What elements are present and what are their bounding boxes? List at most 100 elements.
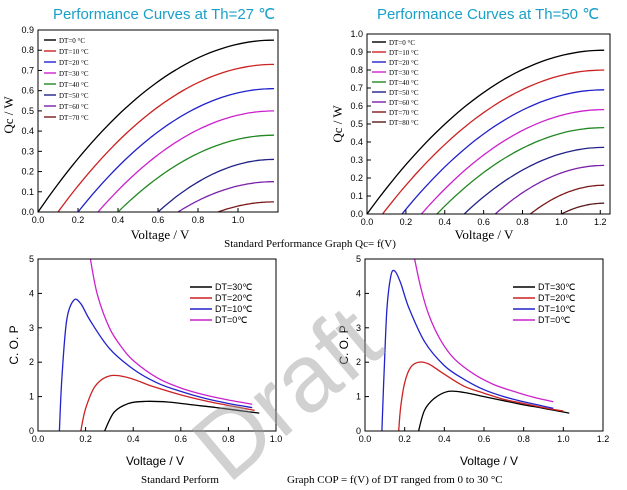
y-tick-label: 4 — [356, 288, 361, 298]
chart-cop-th50: 0.0 0.2 0.4 0.6 0.8 1.0 1.2 0 1 2 3 4 5 DT=30℃DT=20℃… — [337, 254, 609, 468]
chart-title: Performance Curves at Th=27 ℃ — [53, 6, 275, 23]
x-tick-label: 1.2 — [594, 217, 607, 227]
y-tick-label: 0.9 — [350, 47, 363, 57]
x-tick-label: 1.0 — [557, 434, 570, 444]
x-tick-label: 0.2 — [398, 434, 411, 444]
x-tick-label: 1.2 — [597, 434, 610, 444]
legend-label: DT=80 °C — [389, 119, 419, 127]
y-tick-label: 0.2 — [21, 167, 34, 177]
legend-label: DT=20℃ — [215, 293, 252, 303]
y-axis-label: C. O. P — [7, 325, 21, 364]
series-line-7 — [529, 184, 605, 214]
x-tick-label: 0.4 — [439, 217, 452, 227]
x-tick-label: 0.0 — [32, 434, 45, 444]
x-tick-label: 0.0 — [359, 434, 372, 444]
legend-label: DT=70 °C — [389, 109, 419, 117]
y-tick-label: 5 — [356, 254, 361, 264]
x-tick-label: 0.0 — [361, 217, 374, 227]
series-line-4 — [117, 134, 275, 212]
series-line-0 — [367, 49, 605, 214]
series-line-3 — [97, 110, 275, 212]
legend-label: DT=60 °C — [59, 103, 89, 111]
y-tick-label: 0.4 — [350, 137, 363, 147]
series-line-1 — [80, 374, 255, 431]
y-tick-label: 0.5 — [350, 119, 363, 129]
legend-label: DT=10 °C — [59, 48, 89, 56]
x-axis-label: Voltage / V — [460, 454, 518, 468]
plot-frame — [364, 258, 604, 432]
legend-label: DT=10℃ — [538, 304, 575, 314]
y-tick-label: 3 — [356, 323, 361, 333]
series-line-3 — [420, 108, 605, 214]
series-line-1 — [382, 69, 605, 214]
y-tick-label: 5 — [29, 254, 34, 264]
chart-qc-th27: Performance Curves at Th=27 ℃ 0.0 0.2 0.4 0… — [1, 6, 279, 242]
y-tick-label: 0.8 — [21, 45, 34, 55]
legend-label: DT=20 °C — [389, 59, 419, 67]
series-line-3 — [89, 259, 253, 405]
y-axis-label: C. O. P — [337, 325, 351, 364]
caption-bottom-left: Standard Perform — [141, 474, 219, 486]
x-tick-label: 0.6 — [477, 217, 490, 227]
y-tick-label: 0.6 — [350, 101, 363, 111]
y-tick-label: 0 — [356, 426, 361, 436]
legend-label: DT=0 °C — [59, 37, 85, 45]
y-tick-label: 0 — [29, 426, 34, 436]
legend-label: DT=10 °C — [389, 49, 419, 57]
x-tick-label: 0.4 — [112, 215, 125, 225]
legend-label: DT=50 °C — [59, 92, 89, 100]
y-tick-label: 0.2 — [350, 173, 363, 183]
series-line-1 — [57, 63, 275, 212]
x-tick-label: 0.8 — [222, 434, 235, 444]
y-tick-label: 2 — [356, 357, 361, 367]
series-line-8 — [561, 202, 605, 214]
y-axis-label: Qc / W — [1, 96, 16, 134]
y-tick-label: 0.4 — [21, 126, 34, 136]
legend-label: DT=0 °C — [389, 39, 415, 47]
chart-qc-th50: Performance Curves at Th=50 ℃ 0.0 0.2 0.4 0… — [330, 6, 611, 242]
series-line-0 — [104, 400, 260, 431]
y-tick-label: 1 — [29, 392, 34, 402]
y-tick-label: 0.6 — [21, 86, 34, 96]
y-tick-label: 0.0 — [21, 207, 34, 217]
caption-bottom-right: Graph COP = f(V) of DT ranged from 0 to … — [287, 474, 503, 486]
legend-label: DT=30 °C — [389, 69, 419, 77]
legend-label: DT=0℃ — [538, 315, 570, 325]
y-tick-label: 0.3 — [21, 146, 34, 156]
legend-label: DT=20 °C — [59, 59, 89, 67]
x-tick-label: 0.0 — [32, 215, 45, 225]
series-line-6 — [494, 164, 605, 214]
series-line-0 — [38, 39, 275, 212]
y-tick-label: 0.8 — [350, 65, 363, 75]
series-line-7 — [217, 201, 274, 212]
series-line-5 — [463, 146, 605, 214]
y-tick-label: 0.7 — [21, 65, 34, 75]
series-line-6 — [177, 181, 274, 212]
legend-label: DT=0℃ — [215, 315, 247, 325]
x-tick-label: 0.6 — [478, 434, 491, 444]
x-tick-label: 0.8 — [517, 434, 530, 444]
x-tick-label: 0.2 — [72, 215, 85, 225]
x-tick-label: 1.0 — [232, 215, 245, 225]
x-axis-label: Voltage / V — [126, 454, 184, 468]
y-tick-label: 0.9 — [21, 25, 34, 35]
legend-label: DT=40 °C — [59, 81, 89, 89]
chart-title: Performance Curves at Th=50 ℃ — [377, 6, 599, 23]
legend-label: DT=20℃ — [538, 293, 575, 303]
x-tick-label: 0.2 — [400, 217, 413, 227]
x-tick-label: 0.8 — [516, 217, 529, 227]
plot-frame — [366, 33, 611, 215]
y-axis-label: Qc / W — [330, 105, 345, 143]
legend-label: DT=30 °C — [59, 70, 89, 78]
x-tick-label: 0.6 — [152, 215, 165, 225]
x-tick-label: 0.6 — [175, 434, 188, 444]
x-tick-label: 0.8 — [192, 215, 205, 225]
series-line-2 — [401, 89, 605, 214]
series-line-2 — [381, 269, 554, 431]
legend-label: DT=50 °C — [389, 89, 419, 97]
x-axis-label: Voltage / V — [131, 227, 190, 242]
legend-label: DT=30℃ — [215, 282, 252, 292]
plot-frame — [37, 258, 277, 432]
